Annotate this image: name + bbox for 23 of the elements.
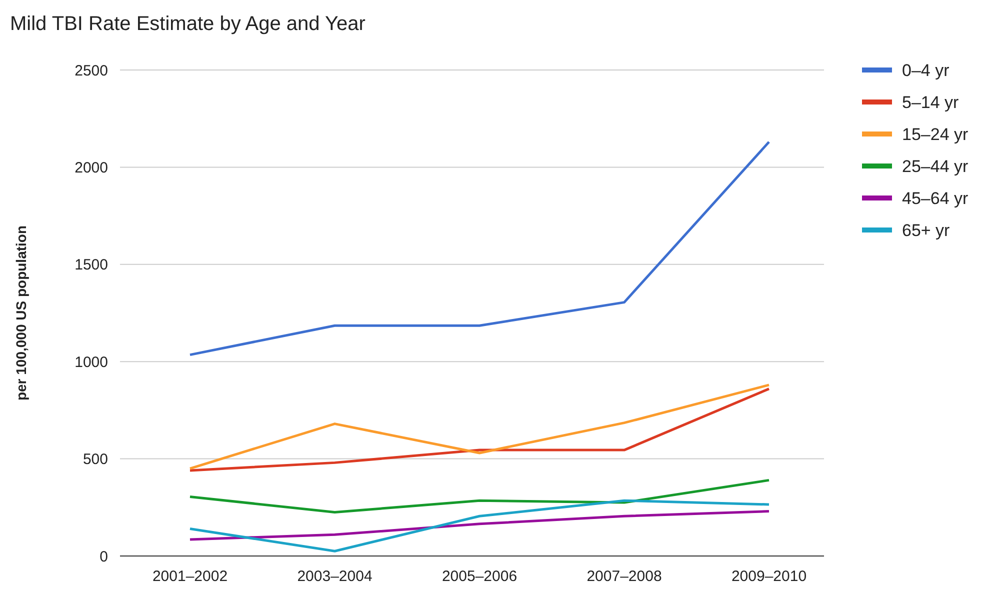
legend-label: 5–14 yr (902, 92, 960, 112)
line-series (188, 510, 770, 541)
legend-label: 45–64 yr (902, 188, 968, 208)
legend-label: 25–44 yr (902, 156, 968, 176)
x-tick-label: 2009–2010 (731, 568, 807, 585)
x-tick-label: 2005–2006 (442, 568, 518, 585)
x-tick-label: 2007–2008 (586, 568, 662, 585)
legend-label: 0–4 yr (902, 60, 950, 80)
y-tick-label: 2000 (74, 159, 108, 176)
y-tick-label: 500 (82, 451, 108, 468)
line-series (188, 478, 770, 514)
line-series (188, 140, 770, 356)
legend-label: 65+ yr (902, 220, 950, 240)
line-series (188, 499, 770, 552)
chart-title: Mild TBI Rate Estimate by Age and Year (10, 13, 366, 35)
y-tick-label: 0 (100, 548, 108, 566)
y-tick-label: 1500 (74, 256, 108, 274)
y-tick-label: 2500 (74, 62, 108, 80)
y-axis-title: per 100,000 US population (13, 225, 29, 401)
x-tick-label: 2003–2004 (297, 568, 372, 585)
legend-label: 15–24 yr (902, 124, 968, 144)
x-tick-label: 2001–2002 (152, 568, 228, 585)
y-tick-label: 1000 (74, 354, 108, 371)
